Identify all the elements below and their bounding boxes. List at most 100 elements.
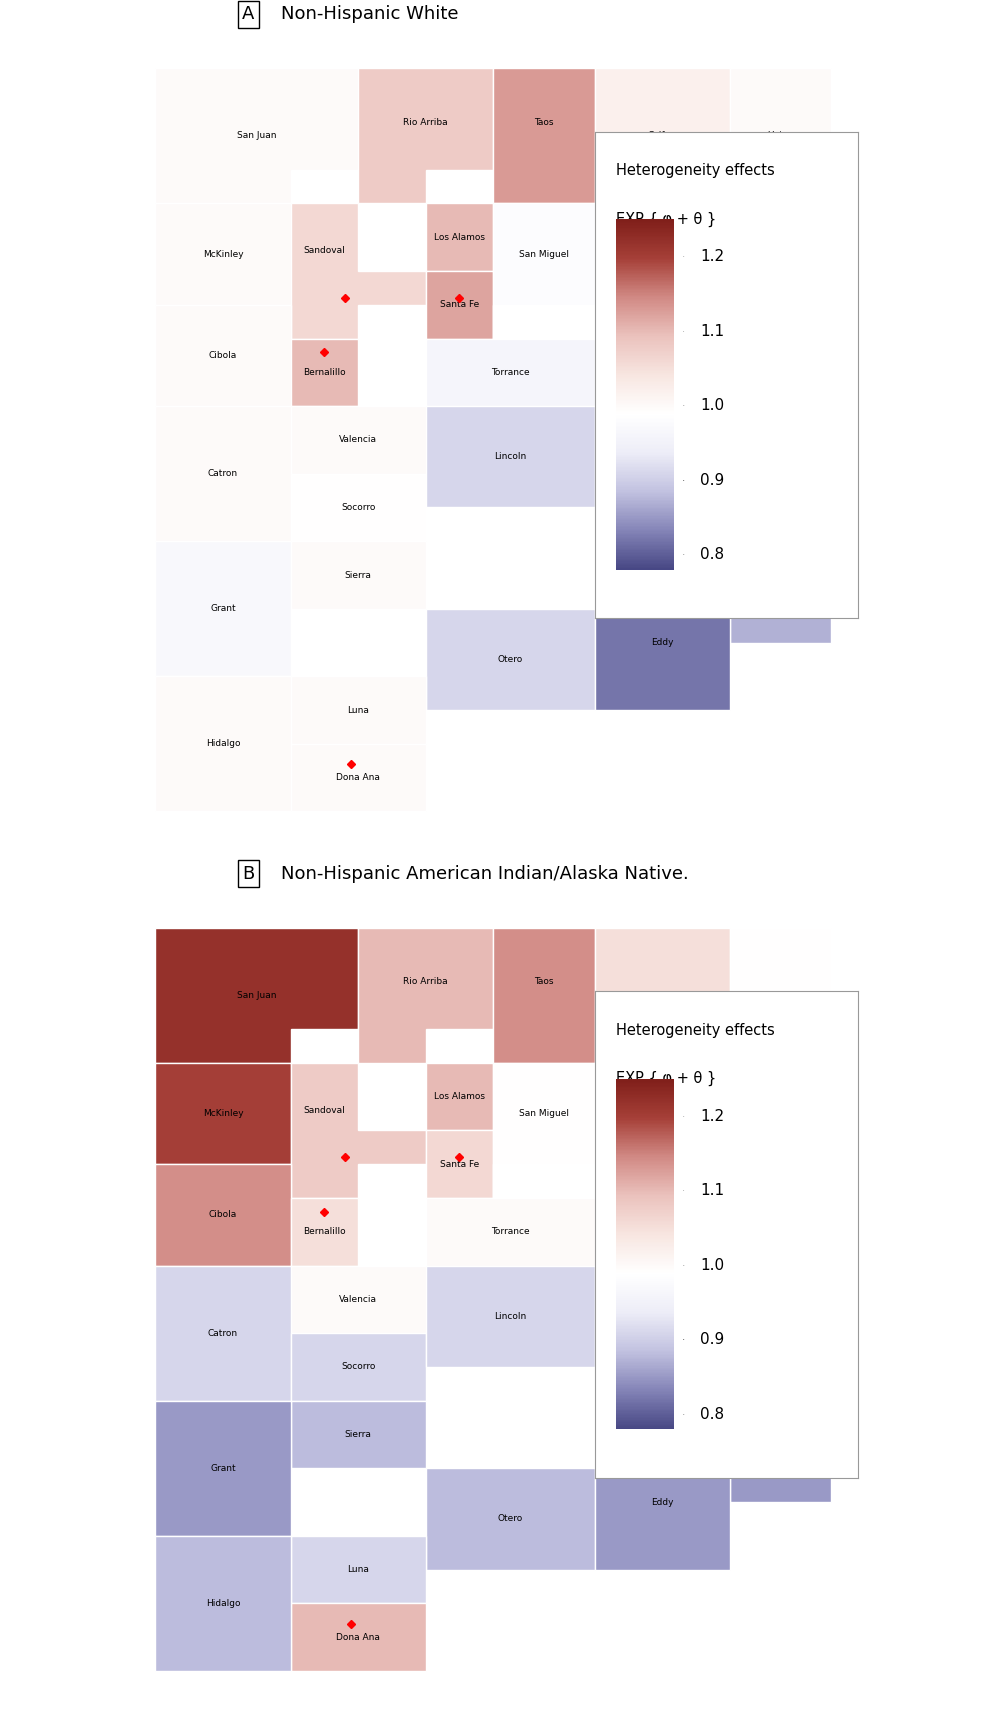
- Polygon shape: [291, 1062, 426, 1199]
- Polygon shape: [426, 406, 595, 508]
- Text: Grant: Grant: [210, 604, 236, 613]
- Text: San Miguel: San Miguel: [519, 1109, 569, 1118]
- Text: Los Alamos: Los Alamos: [434, 1092, 485, 1100]
- Polygon shape: [155, 1164, 291, 1266]
- Polygon shape: [730, 474, 831, 541]
- Polygon shape: [291, 1266, 426, 1333]
- Text: McKinley: McKinley: [203, 250, 243, 258]
- Text: Hidalgo: Hidalgo: [206, 1600, 240, 1608]
- Text: Socorro: Socorro: [341, 1362, 375, 1371]
- Polygon shape: [155, 1536, 291, 1670]
- Text: Luna: Luna: [347, 1565, 369, 1574]
- Polygon shape: [595, 305, 730, 406]
- Text: Luna: Luna: [347, 706, 369, 715]
- Text: Sierra: Sierra: [345, 570, 372, 580]
- Text: McKinley: McKinley: [203, 1109, 243, 1118]
- Text: Santa Fe: Santa Fe: [440, 1159, 479, 1169]
- Text: Sandoval: Sandoval: [303, 246, 345, 255]
- Polygon shape: [358, 69, 493, 203]
- Polygon shape: [426, 1469, 595, 1570]
- Polygon shape: [291, 1603, 426, 1670]
- Polygon shape: [291, 1333, 426, 1400]
- Text: Non-Hispanic American Indian/Alaska Native.: Non-Hispanic American Indian/Alaska Nati…: [281, 864, 689, 883]
- Text: Dona Ana: Dona Ana: [336, 1632, 380, 1641]
- Polygon shape: [291, 541, 426, 610]
- Text: Taos: Taos: [534, 117, 554, 127]
- Polygon shape: [291, 406, 426, 474]
- Text: Colfax: Colfax: [648, 990, 676, 1000]
- Polygon shape: [155, 69, 358, 203]
- Polygon shape: [730, 406, 831, 474]
- Polygon shape: [291, 744, 426, 811]
- Polygon shape: [595, 1164, 730, 1266]
- Polygon shape: [426, 270, 493, 339]
- Text: Los Alamos: Los Alamos: [434, 232, 485, 241]
- Text: Union: Union: [767, 131, 793, 139]
- Text: Hidalgo: Hidalgo: [206, 739, 240, 749]
- Text: San Juan: San Juan: [237, 131, 276, 139]
- Polygon shape: [730, 1062, 831, 1164]
- Text: Catron: Catron: [208, 468, 238, 479]
- Polygon shape: [426, 1266, 595, 1367]
- Polygon shape: [730, 69, 831, 203]
- Polygon shape: [155, 541, 291, 677]
- Text: Eddy: Eddy: [651, 1498, 673, 1507]
- Polygon shape: [730, 305, 831, 406]
- Polygon shape: [358, 928, 493, 1062]
- Polygon shape: [595, 406, 730, 474]
- Polygon shape: [155, 928, 358, 1062]
- Text: Guadalupe: Guadalupe: [638, 1211, 687, 1219]
- Polygon shape: [291, 474, 426, 541]
- Polygon shape: [291, 1400, 426, 1469]
- Text: Valencia: Valencia: [339, 1295, 377, 1304]
- Text: San Miguel: San Miguel: [519, 250, 569, 258]
- Polygon shape: [291, 203, 426, 339]
- Text: Harding: Harding: [763, 1109, 798, 1118]
- Polygon shape: [730, 1333, 831, 1400]
- Polygon shape: [730, 1266, 831, 1333]
- Polygon shape: [155, 203, 291, 305]
- Polygon shape: [426, 339, 595, 406]
- Text: Quay: Quay: [769, 351, 792, 360]
- Text: Santa Fe: Santa Fe: [440, 300, 479, 310]
- Polygon shape: [426, 610, 595, 709]
- Text: Chaves: Chaves: [646, 520, 679, 529]
- Polygon shape: [426, 1130, 493, 1199]
- Text: Dona Ana: Dona Ana: [336, 773, 380, 782]
- Polygon shape: [291, 1536, 426, 1603]
- Polygon shape: [595, 575, 730, 709]
- Text: Sandoval: Sandoval: [303, 1106, 345, 1114]
- Text: Lincoln: Lincoln: [494, 1312, 526, 1321]
- Text: A: A: [242, 5, 254, 22]
- Polygon shape: [291, 677, 426, 744]
- Text: De Baca: De Baca: [643, 436, 681, 444]
- Polygon shape: [730, 1400, 831, 1502]
- Polygon shape: [730, 928, 831, 1062]
- Polygon shape: [730, 203, 831, 305]
- Polygon shape: [155, 1062, 291, 1164]
- Text: Mora: Mora: [651, 1109, 673, 1118]
- Polygon shape: [291, 339, 358, 406]
- Polygon shape: [730, 1164, 831, 1266]
- Text: De Baca: De Baca: [643, 1295, 681, 1304]
- Text: Cibola: Cibola: [209, 351, 237, 360]
- Polygon shape: [493, 1062, 595, 1199]
- Text: Taos: Taos: [534, 978, 554, 987]
- Text: Rio Arriba: Rio Arriba: [403, 978, 448, 987]
- Polygon shape: [595, 1266, 730, 1333]
- Text: Harding: Harding: [763, 250, 798, 258]
- Polygon shape: [155, 677, 291, 811]
- Text: Union: Union: [767, 990, 793, 1000]
- Text: Torrance: Torrance: [491, 369, 529, 377]
- Text: Roosevelt: Roosevelt: [758, 1362, 803, 1371]
- Polygon shape: [595, 1062, 730, 1164]
- Text: Roosevelt: Roosevelt: [758, 503, 803, 511]
- Text: Guadalupe: Guadalupe: [638, 351, 687, 360]
- Polygon shape: [493, 69, 595, 203]
- Text: Lincoln: Lincoln: [494, 453, 526, 461]
- Text: Otero: Otero: [498, 654, 523, 665]
- Text: Grant: Grant: [210, 1464, 236, 1472]
- Polygon shape: [155, 406, 291, 541]
- Text: Cibola: Cibola: [209, 1211, 237, 1219]
- Polygon shape: [595, 69, 730, 203]
